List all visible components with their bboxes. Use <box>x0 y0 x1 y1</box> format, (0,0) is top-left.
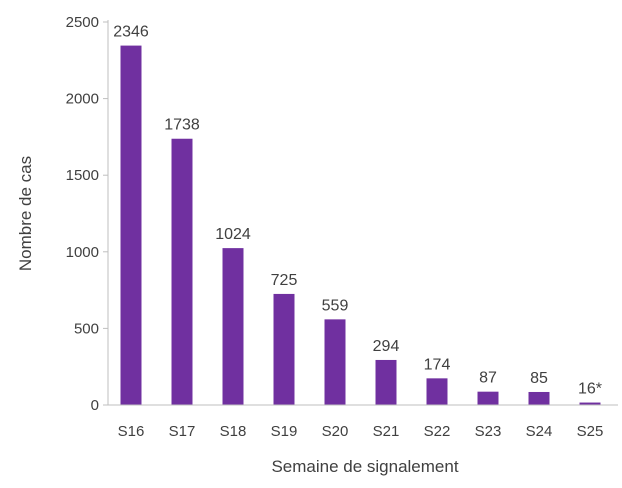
bar-s23 <box>477 391 499 405</box>
bar-s18 <box>222 248 244 405</box>
data-label-s22: 174 <box>424 356 451 373</box>
data-label-s24: 85 <box>530 370 548 387</box>
x-tick-label: S16 <box>118 423 145 440</box>
x-axis-ticks: S16 S17 S18 S19 S20 S21 S22 S23 S24 S25 <box>118 423 604 440</box>
bar-s25 <box>579 402 601 405</box>
data-label-s25: 16* <box>578 381 602 398</box>
data-label-s18: 1024 <box>215 226 251 243</box>
bar-s20 <box>324 319 346 405</box>
y-axis-ticks: 0 500 1000 1500 2000 2500 <box>66 14 108 414</box>
y-axis-title: Nombre de cas <box>16 156 35 271</box>
data-labels-group: 2346 1738 1024 725 559 294 174 87 85 16* <box>113 24 602 398</box>
x-tick-label: S25 <box>577 423 604 440</box>
bar-s16 <box>120 45 142 405</box>
y-tick-label: 1500 <box>66 167 99 184</box>
x-tick-label: S24 <box>526 423 553 440</box>
bars-group <box>120 45 601 405</box>
y-tick-label: 2000 <box>66 91 99 108</box>
y-tick-label: 2500 <box>66 14 99 31</box>
bar-s17 <box>171 138 193 405</box>
bar-s24 <box>528 391 550 405</box>
x-tick-label: S20 <box>322 423 349 440</box>
data-label-s19: 725 <box>271 272 298 289</box>
x-tick-label: S17 <box>169 423 196 440</box>
bar-s19 <box>273 293 295 405</box>
bar-s21 <box>375 359 397 405</box>
bar-s22 <box>426 378 448 405</box>
x-axis-title: Semaine de signalement <box>271 457 458 476</box>
x-tick-label: S23 <box>475 423 502 440</box>
y-tick-label: 0 <box>91 397 99 414</box>
x-tick-label: S18 <box>220 423 247 440</box>
x-tick-label: S19 <box>271 423 298 440</box>
data-label-s20: 559 <box>322 297 349 314</box>
data-label-s23: 87 <box>479 370 497 387</box>
data-label-s16: 2346 <box>113 24 149 41</box>
data-label-s21: 294 <box>373 338 400 355</box>
data-label-s17: 1738 <box>164 117 200 134</box>
y-tick-label: 1000 <box>66 244 99 261</box>
x-tick-label: S21 <box>373 423 400 440</box>
y-tick-label: 500 <box>74 320 99 337</box>
x-tick-label: S22 <box>424 423 451 440</box>
